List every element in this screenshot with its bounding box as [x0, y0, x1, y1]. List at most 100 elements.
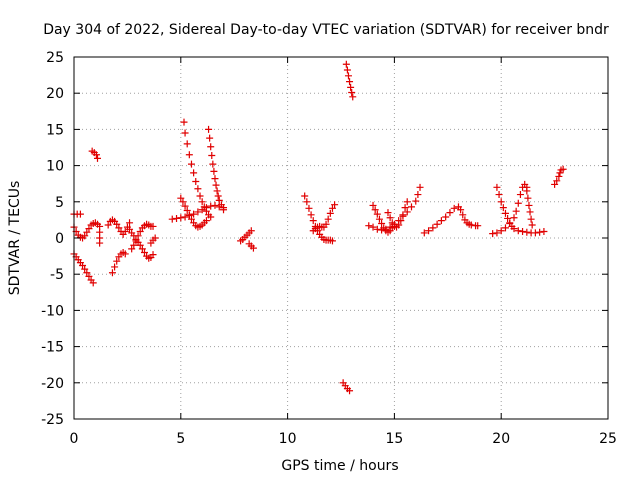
data-point: [113, 257, 121, 265]
data-point: [180, 118, 188, 126]
y-tick-label: 5: [55, 195, 64, 211]
data-segment: [70, 219, 101, 242]
data-point: [303, 198, 311, 206]
data-point: [136, 227, 144, 235]
data-segment: [489, 180, 531, 238]
data-point: [524, 194, 532, 202]
data-point: [115, 224, 123, 232]
data-point: [205, 125, 213, 133]
data-point: [324, 215, 332, 223]
data-point: [384, 209, 392, 217]
data-point: [121, 227, 129, 235]
data-point: [467, 221, 475, 229]
data-point: [531, 229, 539, 237]
data-point: [83, 228, 91, 236]
data-point: [386, 214, 394, 222]
data-point: [121, 250, 129, 258]
data-point: [328, 204, 336, 212]
data-point: [183, 206, 191, 214]
data-point: [309, 217, 317, 225]
data-point: [81, 232, 89, 240]
data-point: [209, 160, 217, 168]
data-point: [373, 210, 381, 218]
data-segment: [180, 118, 215, 221]
data-point: [136, 241, 144, 249]
data-point: [207, 143, 215, 151]
data-point: [206, 134, 214, 142]
data-point: [93, 154, 101, 162]
data-point: [474, 222, 482, 230]
data-point: [211, 175, 219, 183]
y-tick-label: 25: [46, 50, 64, 66]
data-point: [514, 199, 522, 207]
data-point: [551, 180, 559, 188]
y-tick-label: -10: [41, 303, 64, 319]
data-point: [202, 217, 210, 225]
data-point: [403, 198, 411, 206]
data-segment: [551, 165, 567, 188]
data-point: [420, 229, 428, 237]
data-point: [126, 219, 134, 227]
data-point: [416, 183, 424, 191]
data-point: [177, 214, 185, 222]
data-point: [493, 229, 501, 237]
data-point: [399, 211, 407, 219]
data-point: [168, 215, 176, 223]
data-point: [185, 211, 193, 219]
y-axis-label: SDTVAR / TECUs: [7, 181, 23, 296]
data-segment: [420, 203, 482, 237]
data-point: [369, 201, 377, 209]
y-tick-label: 0: [55, 231, 64, 247]
data-point: [208, 151, 216, 159]
data-point: [499, 204, 507, 212]
data-point: [516, 191, 524, 199]
data-point: [501, 209, 509, 217]
data-point: [183, 140, 191, 148]
data-segment: [301, 192, 336, 245]
data-point: [349, 93, 357, 101]
data-point: [187, 215, 195, 223]
data-point: [519, 227, 527, 235]
data-point: [510, 225, 518, 233]
data-point: [151, 234, 159, 242]
data-point: [497, 198, 505, 206]
data-segment: [205, 125, 228, 212]
data-point: [211, 201, 219, 209]
data-point: [305, 204, 313, 212]
x-tick-label: 20: [492, 431, 510, 447]
data-point: [179, 198, 187, 206]
data-point: [328, 237, 336, 245]
data-point: [194, 208, 202, 216]
data-point: [215, 196, 223, 204]
data-point: [96, 239, 104, 247]
data-point: [190, 210, 198, 218]
data-point: [198, 198, 206, 206]
data-segment: [147, 234, 159, 247]
data-point: [113, 220, 121, 228]
data-point: [523, 228, 531, 236]
data-point: [525, 201, 533, 209]
data-point: [347, 83, 355, 91]
axis-ticks: [73, 56, 609, 420]
data-point: [177, 194, 185, 202]
data-point: [79, 262, 87, 270]
data-point: [247, 227, 255, 235]
data-point: [138, 245, 146, 253]
data-point: [493, 183, 501, 191]
data-point: [83, 269, 91, 277]
data-point: [212, 181, 220, 189]
chart-title: Day 304 of 2022, Sidereal Day-to-day VTE…: [43, 22, 609, 38]
data-segment: [108, 248, 129, 277]
data-point: [504, 214, 512, 222]
data-segment: [523, 187, 536, 229]
data-segment: [177, 194, 210, 231]
data-point: [192, 178, 200, 186]
y-tick-label: -20: [41, 376, 64, 392]
y-tick-label: 20: [46, 86, 64, 102]
data-point: [397, 217, 405, 225]
data-point: [85, 272, 93, 280]
data-segment: [104, 216, 134, 238]
data-point: [207, 202, 215, 210]
data-point: [506, 219, 514, 227]
